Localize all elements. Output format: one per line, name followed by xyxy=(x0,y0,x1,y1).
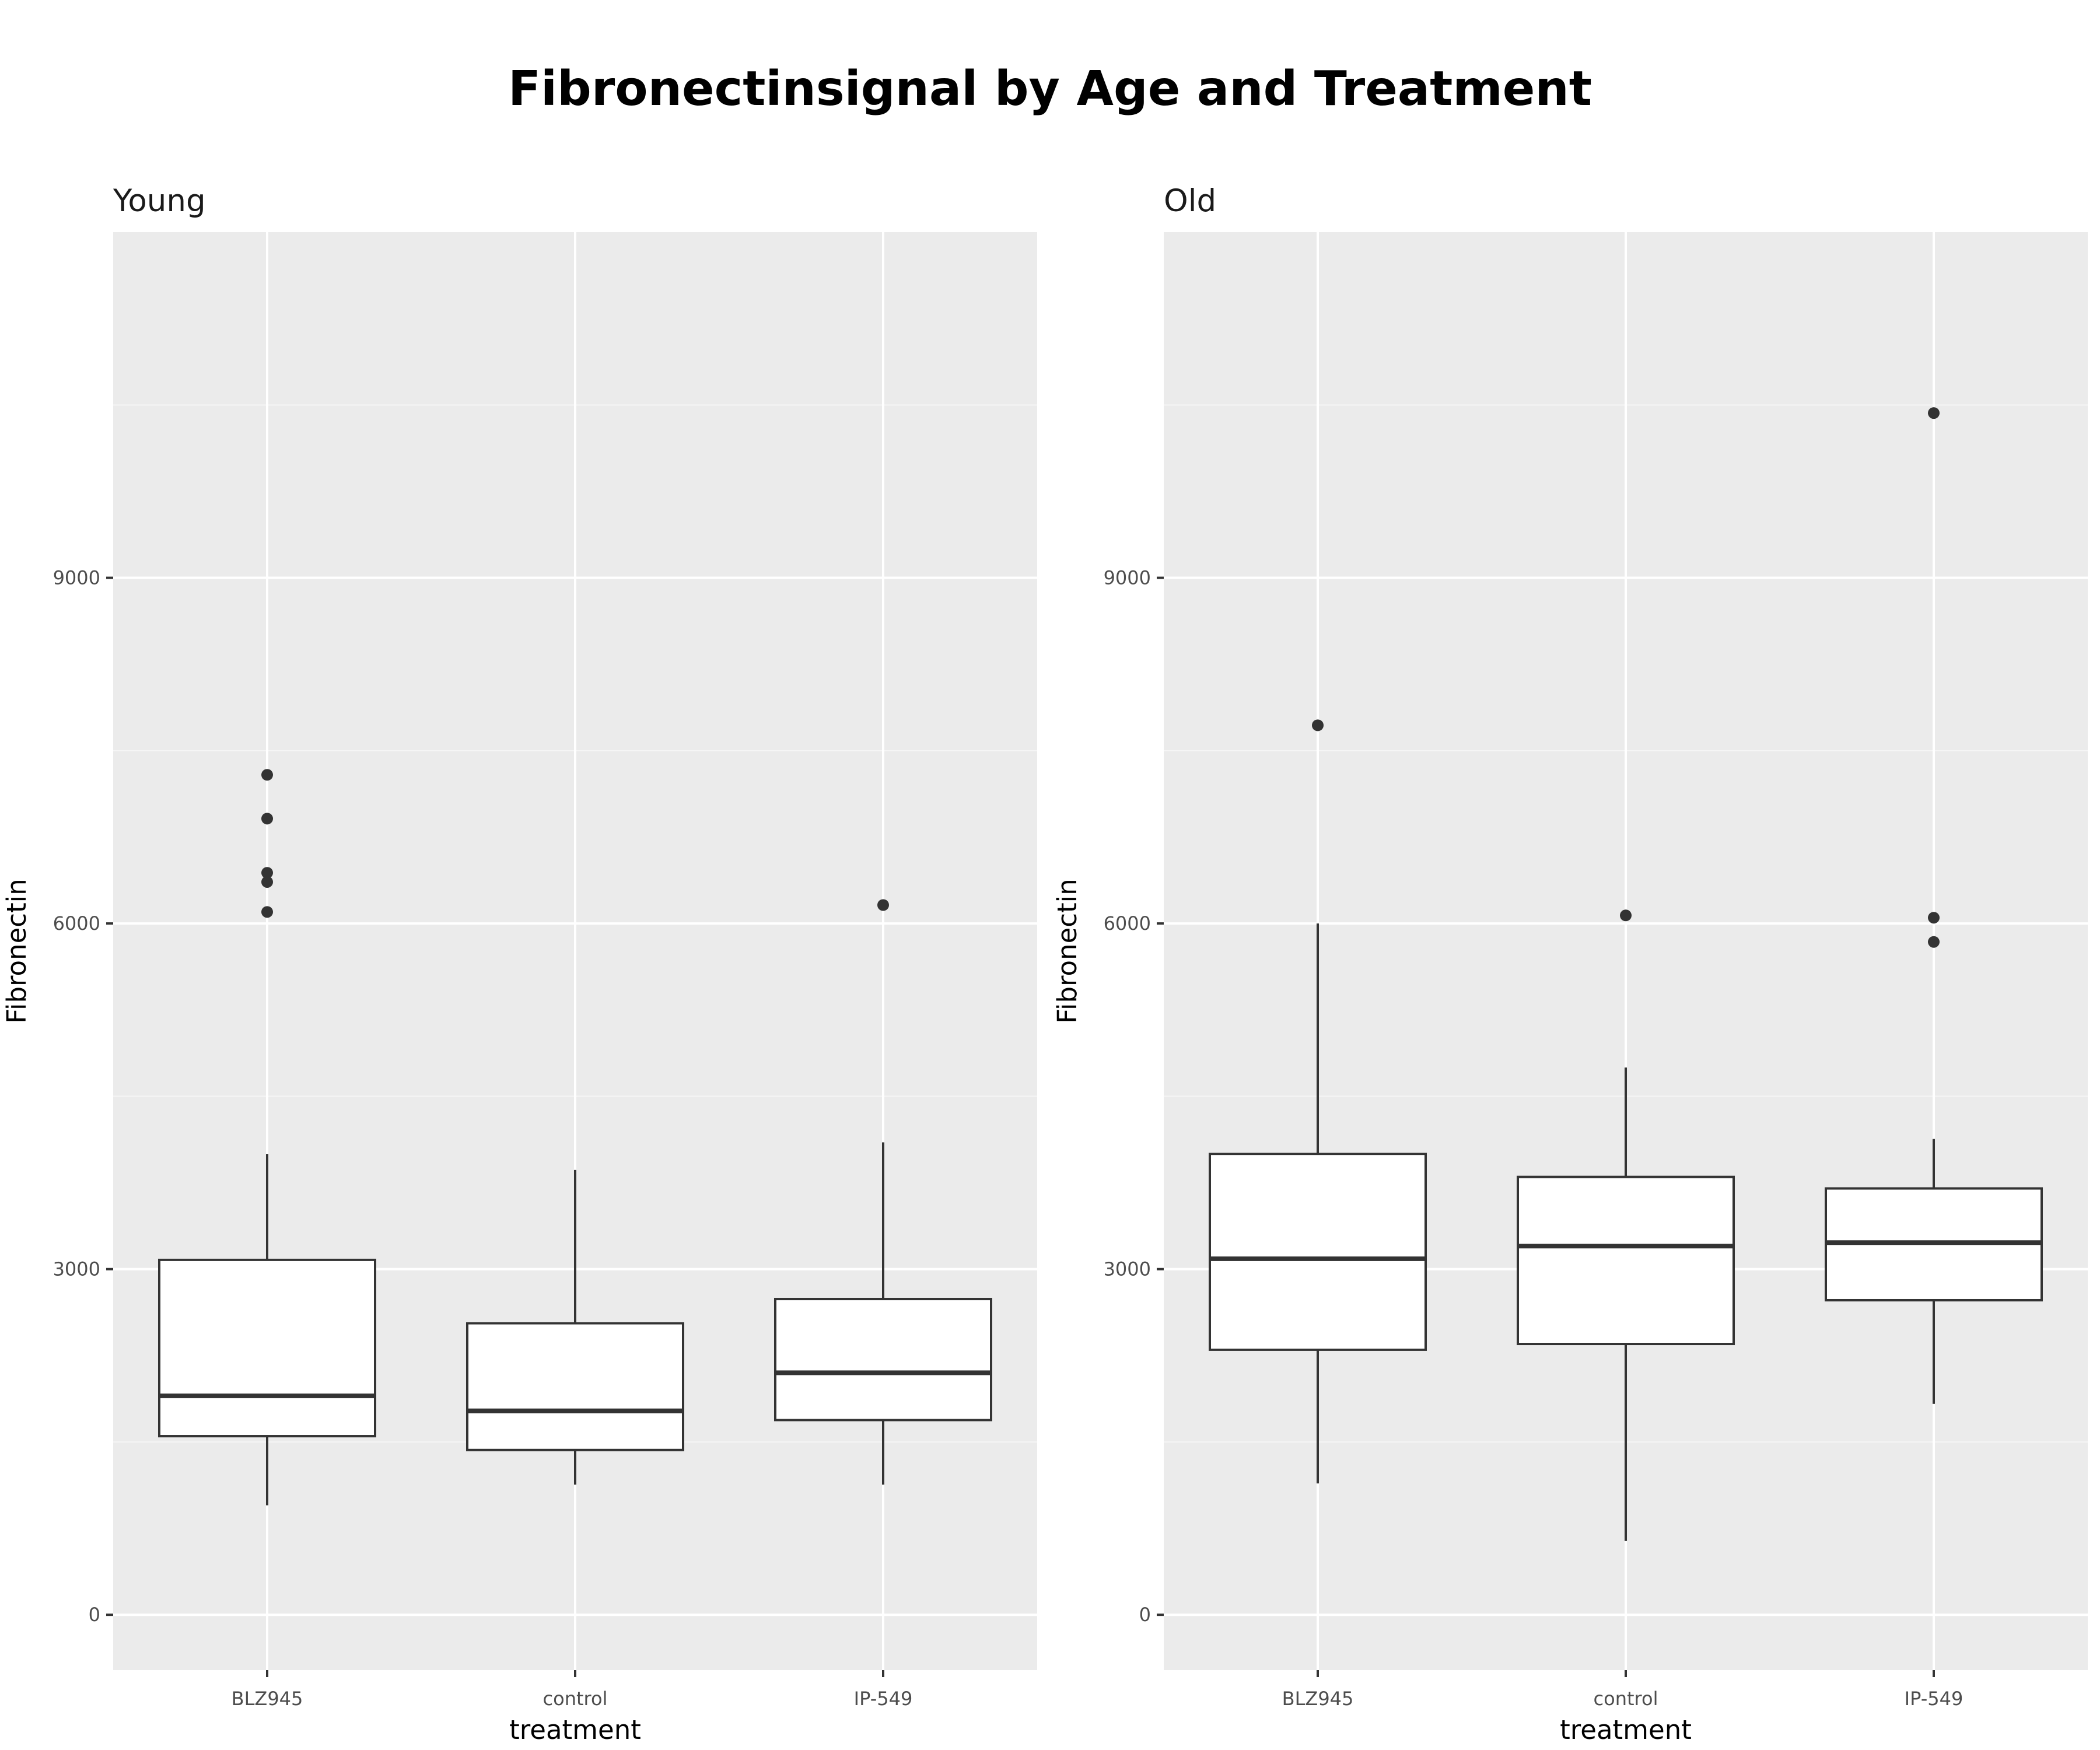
outlier-point xyxy=(1928,912,1940,924)
x-tick-label: BLZ945 xyxy=(1282,1688,1354,1710)
box-ip-549 xyxy=(774,899,992,1485)
outlier-point xyxy=(1620,909,1632,922)
y-tick-label: 9000 xyxy=(53,567,100,589)
x-tick-label: BLZ945 xyxy=(232,1688,303,1710)
box-ip-549 xyxy=(1825,407,2043,1404)
box-control xyxy=(466,1170,684,1485)
facet-panels: 0 3000 6000 9000 BLZ945 control IP-549 Young tre… xyxy=(1,183,2088,1745)
x-axis-title: treatment xyxy=(509,1714,641,1745)
box-iqr xyxy=(1209,1153,1427,1351)
chart-title: Fibronectinsignal by Age and Treatment xyxy=(508,61,1592,117)
facet-title-young: Young xyxy=(113,183,206,219)
box-blz945 xyxy=(158,769,376,1506)
outlier-point xyxy=(261,769,273,781)
outlier-point xyxy=(1312,719,1324,732)
x-tick-label: control xyxy=(1594,1688,1658,1710)
x-tick-label: IP-549 xyxy=(854,1688,913,1710)
outlier-point xyxy=(877,899,889,911)
box-iqr xyxy=(774,1297,992,1422)
y-tick-label: 6000 xyxy=(53,912,100,935)
y-tick-label: 3000 xyxy=(53,1258,100,1280)
outlier-point xyxy=(261,876,273,888)
y-tick-label: 6000 xyxy=(1104,912,1151,935)
outlier-point xyxy=(1928,407,1940,419)
x-axis-title: treatment xyxy=(1560,1714,1692,1745)
facet-old: 0 3000 6000 9000 BLZ945 control IP-549 Old treat… xyxy=(1052,183,2088,1745)
y-axis-title: Fibronectin xyxy=(1,878,32,1023)
y-tick-label: 3000 xyxy=(1104,1258,1151,1280)
box-control xyxy=(1517,909,1735,1541)
y-tick-label: 0 xyxy=(1139,1604,1151,1626)
facet-title-old: Old xyxy=(1164,183,1216,219)
facet-young: 0 3000 6000 9000 BLZ945 control IP-549 Young tre… xyxy=(1,183,1037,1745)
x-tick-label: IP-549 xyxy=(1905,1688,1964,1710)
outlier-point xyxy=(261,906,273,918)
box-iqr xyxy=(466,1322,684,1451)
y-axis-title: Fibronectin xyxy=(1052,878,1083,1023)
x-tick-label: control xyxy=(543,1688,608,1710)
box-iqr xyxy=(158,1258,376,1438)
y-tick-label: 0 xyxy=(89,1604,100,1626)
outlier-point xyxy=(261,813,273,825)
box-blz945 xyxy=(1209,719,1427,1484)
outlier-point xyxy=(1928,936,1940,948)
outlier-point xyxy=(261,867,273,879)
y-tick-label: 9000 xyxy=(1104,567,1151,589)
box-iqr xyxy=(1517,1175,1735,1346)
